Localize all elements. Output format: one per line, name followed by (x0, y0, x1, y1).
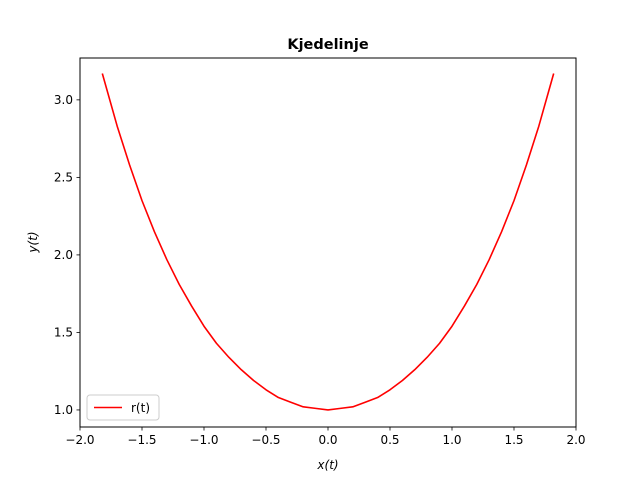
x-tick-label: −1.0 (189, 433, 218, 447)
chart-title: Kjedelinje (287, 37, 368, 53)
x-axis-ticks: −2.0 −1.5 −1.0 −0.5 0.0 0.5 1.0 1.5 2.0 (65, 427, 586, 447)
legend-label-r-t: r(t) (131, 401, 150, 415)
x-tick-label: 1.0 (442, 433, 461, 447)
x-tick-label: −0.5 (251, 433, 280, 447)
x-tick-label: −2.0 (65, 433, 94, 447)
y-tick-label: 1.0 (54, 403, 73, 417)
y-tick-label: 2.5 (54, 171, 73, 185)
series-line-0 (101, 73, 555, 411)
series-group (101, 73, 555, 411)
x-tick-label: 2.0 (566, 433, 585, 447)
y-tick-label: 3.0 (54, 93, 73, 107)
plot-area: −2.0 −1.5 −1.0 −0.5 0.0 0.5 1.0 1.5 2.0 1.0 1.5 2.… (54, 57, 586, 447)
legend-box (86, 394, 160, 421)
y-axis-label: y(t) (26, 231, 40, 253)
legend: r(t) (86, 394, 160, 421)
axes-frame (79, 57, 577, 428)
x-axis-label: x(t) (316, 458, 338, 472)
x-tick-label: −1.5 (127, 433, 156, 447)
x-tick-label: 1.5 (504, 433, 523, 447)
y-tick-label: 2.0 (54, 248, 73, 262)
y-axis-ticks: 1.0 1.5 2.0 2.5 3.0 (54, 93, 80, 417)
x-tick-label: 0.0 (318, 433, 337, 447)
y-tick-label: 1.5 (54, 326, 73, 340)
x-tick-label: 0.5 (380, 433, 399, 447)
